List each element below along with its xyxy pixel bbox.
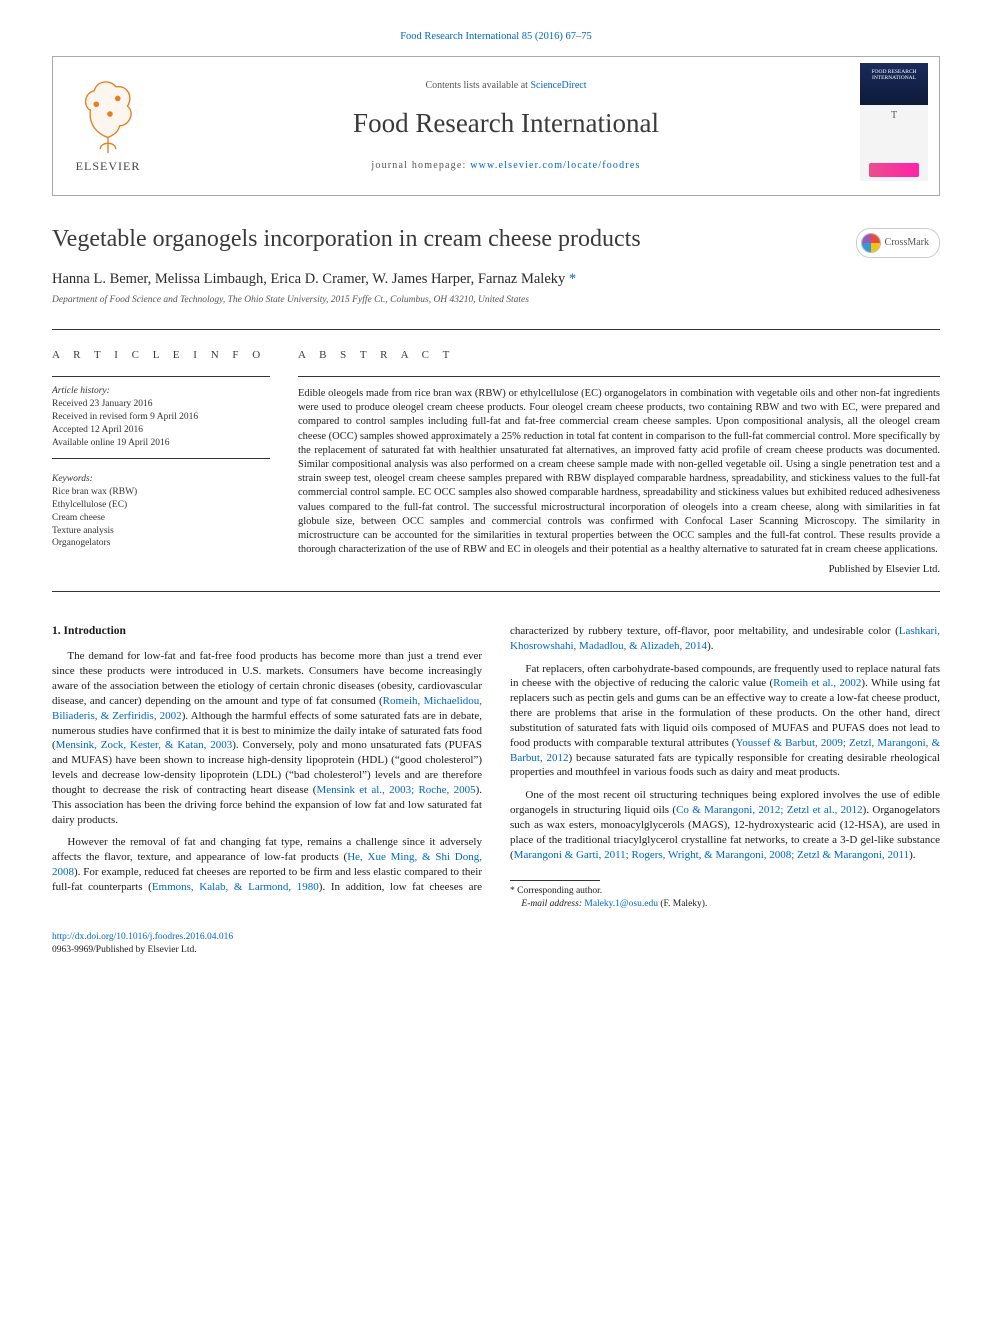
email-line: E-mail address: Maleky.1@osu.edu (F. Mal… (510, 898, 940, 911)
cover-glyph-icon: T (891, 109, 897, 122)
citation-link[interactable]: Mensink et al., 2003; Roche, 2005 (316, 784, 475, 796)
history-revised: Received in revised form 9 April 2016 (52, 411, 270, 424)
publisher-name: ELSEVIER (76, 159, 141, 175)
citation-link[interactable]: Marangoni & Garti, 2011; Rogers, Wright,… (514, 849, 909, 861)
section-heading: 1. Introduction (52, 624, 482, 640)
author-list: Hanna L. Bemer, Melissa Limbaugh, Erica … (52, 270, 940, 289)
citation-link[interactable]: Emmons, Kalab, & Larmond, 1980 (152, 881, 319, 893)
citation-link[interactable]: Co & Marangoni, 2012; Zetzl et al., 2012 (676, 804, 863, 816)
homepage-prefix: journal homepage: (371, 160, 470, 171)
corresponding-label: Corresponding author. (517, 886, 602, 896)
cover-title: FOOD RESEARCH INTERNATIONAL (860, 63, 928, 105)
corresponding-author-link[interactable]: * (569, 271, 576, 287)
banner-center: Contents lists available at ScienceDirec… (163, 71, 849, 180)
crossmark-badge[interactable]: CrossMark (856, 228, 940, 258)
published-by: Published by Elsevier Ltd. (298, 563, 940, 577)
keyword-item: Rice bran wax (RBW) (52, 486, 270, 499)
body-paragraph: The demand for low-fat and fat-free food… (52, 649, 482, 827)
citation-link[interactable]: Romeih et al., 2002 (773, 677, 861, 689)
cover-lower: T (860, 105, 928, 181)
info-rule (52, 376, 270, 377)
keyword-item: Organogelators (52, 537, 270, 550)
journal-page-header: Food Research International 85 (2016) 67… (52, 30, 940, 44)
body-paragraph: Fat replacers, often carbohydrate-based … (510, 662, 940, 781)
author-names: Hanna L. Bemer, Melissa Limbaugh, Erica … (52, 271, 569, 287)
history-online: Available online 19 April 2016 (52, 437, 270, 450)
history-label: Article history: (52, 385, 270, 397)
email-suffix: (F. Maleky). (658, 899, 707, 909)
abstract-heading: A B S T R A C T (298, 348, 940, 362)
crossmark-label: CrossMark (885, 236, 929, 249)
email-label: E-mail address: (521, 899, 584, 909)
journal-homepage-link[interactable]: www.elsevier.com/locate/foodres (470, 160, 640, 171)
page-footer: http://dx.doi.org/10.1016/j.foodres.2016… (52, 931, 940, 957)
body-text: ) because saturated fats are typically r… (510, 752, 940, 779)
doi-link[interactable]: http://dx.doi.org/10.1016/j.foodres.2016… (52, 932, 233, 942)
affiliation: Department of Food Science and Technolog… (52, 294, 940, 306)
history-accepted: Accepted 12 April 2016 (52, 424, 270, 437)
journal-banner: ELSEVIER Contents lists available at Sci… (52, 56, 940, 196)
divider-top (52, 329, 940, 330)
corresponding-email-link[interactable]: Maleky.1@osu.edu (584, 899, 658, 909)
contents-lists-line: Contents lists available at ScienceDirec… (173, 79, 839, 92)
body-paragraph: One of the most recent oil structuring t… (510, 788, 940, 862)
keyword-item: Texture analysis (52, 525, 270, 538)
keywords-label: Keywords: (52, 473, 270, 485)
cover-bar-icon (869, 163, 919, 177)
divider-bottom (52, 591, 940, 592)
keyword-item: Cream cheese (52, 512, 270, 525)
abs-rule (298, 376, 940, 377)
keyword-item: Ethylcellulose (EC) (52, 499, 270, 512)
citation-link[interactable]: Mensink, Zock, Kester, & Katan, 2003 (56, 739, 233, 751)
article-title: Vegetable organogels incorporation in cr… (52, 224, 856, 255)
journal-cover-thumbnail: FOOD RESEARCH INTERNATIONAL T (849, 57, 939, 195)
journal-homepage-line: journal homepage: www.elsevier.com/locat… (173, 159, 839, 172)
body-text: ). (909, 849, 915, 861)
publisher-logo: ELSEVIER (53, 57, 163, 195)
article-info-heading: A R T I C L E I N F O (52, 348, 270, 362)
contents-prefix: Contents lists available at (425, 80, 530, 91)
footnote-rule (510, 880, 600, 881)
abstract-column: A B S T R A C T Edible oleogels made fro… (298, 348, 940, 577)
crossmark-icon (861, 233, 881, 253)
history-received: Received 23 January 2016 (52, 398, 270, 411)
body-text: ). (707, 640, 713, 652)
journal-name: Food Research International (173, 106, 839, 141)
corresponding-note: * Corresponding author. (510, 885, 940, 898)
sciencedirect-link[interactable]: ScienceDirect (530, 80, 586, 91)
footnotes: * Corresponding author. E-mail address: … (510, 880, 940, 911)
copyright-line: 0963-9969/Published by Elsevier Ltd. (52, 945, 197, 955)
elsevier-tree-icon (77, 77, 139, 155)
article-body: 1. Introduction The demand for low-fat a… (52, 624, 940, 911)
article-info-column: A R T I C L E I N F O Article history: R… (52, 348, 270, 577)
abstract-text: Edible oleogels made from rice bran wax … (298, 387, 940, 557)
info-rule-2 (52, 458, 270, 459)
